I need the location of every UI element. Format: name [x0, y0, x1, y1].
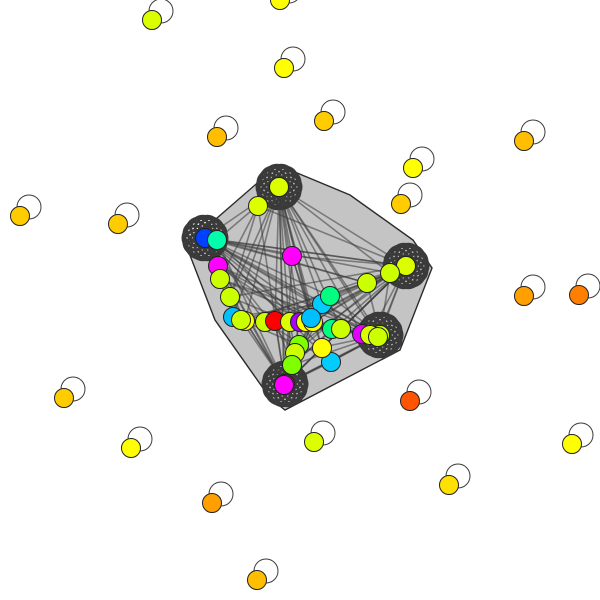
graph-node	[283, 247, 302, 266]
graph-node-isolated	[401, 392, 420, 411]
graph-node-isolated	[143, 11, 162, 30]
graph-node-isolated	[515, 132, 534, 151]
graph-node	[283, 356, 302, 375]
graph-node	[208, 231, 227, 250]
graph-node	[381, 264, 400, 283]
graph-node-isolated	[11, 207, 30, 226]
graph-node-isolated	[208, 128, 227, 147]
graph-node-isolated	[271, 0, 290, 10]
graph-node-isolated	[122, 439, 141, 458]
graph-node-isolated	[305, 433, 324, 452]
graph-node-isolated	[315, 112, 334, 131]
graph-node	[302, 309, 321, 328]
graph-node-isolated	[248, 571, 267, 590]
graph-node-isolated	[203, 494, 222, 513]
graph-node-isolated	[440, 476, 459, 495]
graph-node	[249, 197, 268, 216]
graph-node	[321, 287, 340, 306]
graph-node-isolated	[563, 435, 582, 454]
graph-node	[313, 339, 332, 358]
graph-node-isolated	[55, 389, 74, 408]
graph-node-isolated	[404, 159, 423, 178]
graph-node	[232, 311, 251, 330]
graph-node	[332, 320, 351, 339]
graph-node-isolated	[570, 286, 589, 305]
graph-node	[369, 328, 388, 347]
graph-node-isolated	[109, 215, 128, 234]
graph-node	[221, 288, 240, 307]
graph-node-isolated	[275, 59, 294, 78]
graph-node	[275, 376, 294, 395]
graph-node	[211, 270, 230, 289]
graph-node	[358, 274, 377, 293]
graph-node-isolated	[392, 195, 411, 214]
graph-node-isolated	[515, 287, 534, 306]
graph-node-hub	[270, 178, 289, 197]
